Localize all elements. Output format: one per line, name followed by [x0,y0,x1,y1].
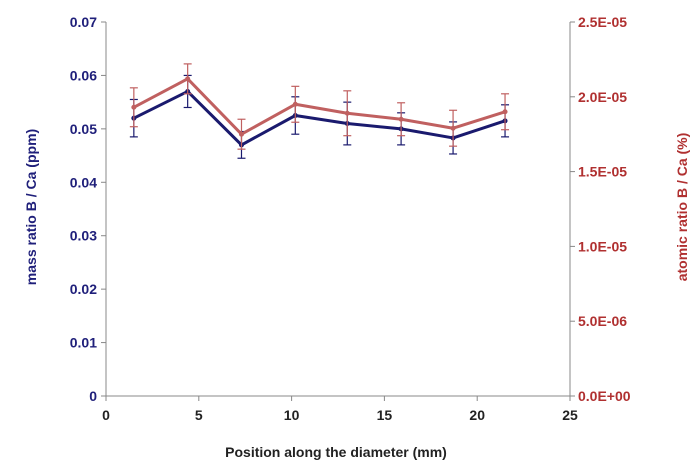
x-tick-label: 20 [469,407,485,423]
data-point [238,131,244,137]
x-tick-label: 25 [562,407,578,423]
y2-tick-label: 1.5E-05 [578,164,627,180]
y-axis-title: mass ratio B / Ca (ppm) [23,129,39,285]
atomic-ratio-series [129,63,510,150]
y-tick-label: 0 [89,388,97,404]
series-line [133,77,506,136]
axes-layer [101,21,575,401]
x-tick-label: 10 [284,407,300,423]
y-tick-label: 0.03 [70,228,97,244]
data-point [344,110,350,116]
data-point [131,104,137,110]
y2-tick-label: 2.5E-05 [578,14,627,30]
y2-tick-label: 0.0E+00 [578,388,631,404]
y-tick-label: 0.07 [70,14,97,30]
y-tick-label: 0.04 [70,174,97,190]
data-point [450,125,456,131]
x-tick-label: 0 [102,407,110,423]
data-point [398,116,404,122]
y-tick-label: 0.06 [70,67,97,83]
y2-tick-label: 2.0E-05 [578,89,627,105]
data-point [292,101,298,107]
x-tick-label: 5 [195,407,203,423]
x-tick-label: 15 [377,407,393,423]
y2-axis-title: atomic ratio B / Ca (%) [674,133,690,282]
data-point [185,76,191,82]
data-point [502,109,508,115]
y2-tick-label: 5.0E-06 [578,313,627,329]
y-tick-label: 0.01 [70,335,97,351]
series-layer [129,63,510,159]
series-line [133,89,506,147]
y-tick-label: 0.05 [70,121,97,137]
labels-layer: 0 0.01 0.02 0.03 0.04 0.05 0.06 0.07 0.0E+00 5.0E… [70,14,631,423]
y2-tick-label: 1.0E-05 [578,238,627,254]
x-axis-title: Position along the diameter (mm) [225,444,447,460]
y-tick-label: 0.02 [70,281,97,297]
